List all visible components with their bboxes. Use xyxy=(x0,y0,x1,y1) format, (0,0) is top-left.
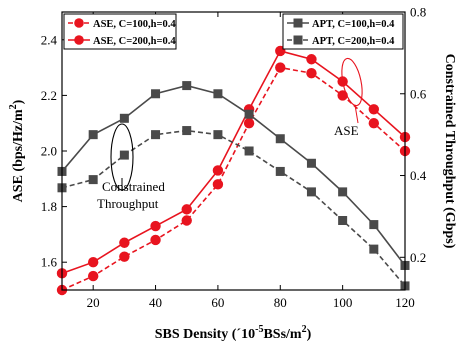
data-point xyxy=(338,187,348,197)
data-point xyxy=(212,165,224,176)
data-point xyxy=(306,187,316,197)
x-tick-label: 120 xyxy=(395,295,415,310)
annotation-ase: ASE xyxy=(334,57,363,138)
data-point xyxy=(369,244,379,254)
series-line xyxy=(61,84,406,266)
data-point xyxy=(182,81,192,91)
x-tick-label: 60 xyxy=(211,295,224,310)
annotation-constrained-throughput: Constrained Throughput xyxy=(97,123,165,211)
data-point xyxy=(368,104,380,115)
legend-box xyxy=(282,13,404,50)
x-tick-label: 40 xyxy=(149,295,162,310)
axis-layer: 20 40 60 80 100 120 1.6 1.8 2.0 2.2 2.4 0.2 0.4 0.6 0.… xyxy=(41,5,427,311)
legend-label-apt-c100: APT, C=100,h=0.4 xyxy=(312,19,395,30)
left-axis-title: ASE (bps/Hz/m2) xyxy=(8,99,26,202)
data-point xyxy=(368,118,380,129)
annotation-pointer xyxy=(354,104,359,124)
data-point xyxy=(87,270,99,282)
data-point xyxy=(88,175,98,185)
annotation-text: ASE xyxy=(334,123,359,138)
data-point xyxy=(150,220,161,232)
data-point xyxy=(181,204,192,215)
right-y-tick-label: 0.4 xyxy=(410,168,427,183)
data-point xyxy=(119,150,129,160)
data-point xyxy=(119,113,129,123)
legend-label-ase-c100: ASE, C=100,h=0.4 xyxy=(93,19,176,30)
data-point xyxy=(244,109,254,119)
data-point xyxy=(275,134,285,144)
series-line xyxy=(61,66,406,291)
data-point xyxy=(119,251,130,262)
legend-label-ase-c200: ASE, C=200,h=0.4 xyxy=(93,36,176,47)
data-point xyxy=(306,158,316,168)
data-point xyxy=(119,237,130,248)
data-point xyxy=(213,89,223,99)
data-point xyxy=(306,54,317,65)
annotation-ellipse xyxy=(341,57,363,107)
left-y-tick-label: 2.0 xyxy=(41,144,57,159)
data-point xyxy=(181,215,192,226)
x-tick-label: 20 xyxy=(87,295,100,310)
series-2 xyxy=(56,45,411,279)
data-point xyxy=(275,62,286,73)
data-point xyxy=(275,166,285,176)
annotation-text-line-1: Constrained xyxy=(102,179,165,194)
data-point xyxy=(213,130,223,140)
data-point xyxy=(306,67,317,79)
plot-frame xyxy=(61,11,406,291)
x-tick-label: 100 xyxy=(333,295,353,310)
data-point xyxy=(182,126,192,136)
right-axis-title: Constrained Throughput (Gbps) xyxy=(442,54,457,249)
series-layer xyxy=(56,45,411,296)
data-point xyxy=(88,130,98,140)
series-line xyxy=(61,49,406,275)
x-axis-title: SBS Density (´10-5BSs/m2) xyxy=(155,324,312,342)
legend-right: APT, C=100,h=0.4 APT, C=200,h=0.4 xyxy=(282,13,404,50)
left-y-tick-label: 1.6 xyxy=(41,255,58,270)
data-point xyxy=(243,118,255,129)
legend-label-apt-c200: APT, C=200,h=0.4 xyxy=(312,36,395,47)
legend-marker-ase-c100 xyxy=(74,18,84,28)
data-point xyxy=(87,257,99,268)
left-y-tick-label: 2.4 xyxy=(41,32,58,47)
x-tick-label: 80 xyxy=(274,295,287,310)
series-3 xyxy=(57,81,410,270)
series-1 xyxy=(56,62,411,296)
data-point xyxy=(151,130,161,140)
data-point xyxy=(338,216,348,225)
right-y-tick-label: 0.6 xyxy=(410,86,427,101)
legend-left: ASE, C=100,h=0.4 ASE, C=200,h=0.4 xyxy=(63,13,177,50)
left-y-tick-label: 2.2 xyxy=(41,88,57,103)
legend-marker-apt-c100 xyxy=(293,18,303,28)
data-point xyxy=(150,234,161,246)
data-point xyxy=(244,146,254,156)
annotation-text-line-2: Throughput xyxy=(97,196,159,211)
legend-marker-apt-c200 xyxy=(293,35,303,45)
legend-marker-ase-c200 xyxy=(74,35,84,45)
right-y-tick-label: 0.8 xyxy=(410,5,426,20)
right-y-tick-label: 0.2 xyxy=(410,250,426,265)
data-point xyxy=(151,89,161,99)
legend-box xyxy=(63,13,177,50)
data-point xyxy=(369,220,379,230)
data-point xyxy=(212,179,224,190)
series-line xyxy=(61,129,406,287)
left-y-tick-label: 1.8 xyxy=(41,199,57,214)
